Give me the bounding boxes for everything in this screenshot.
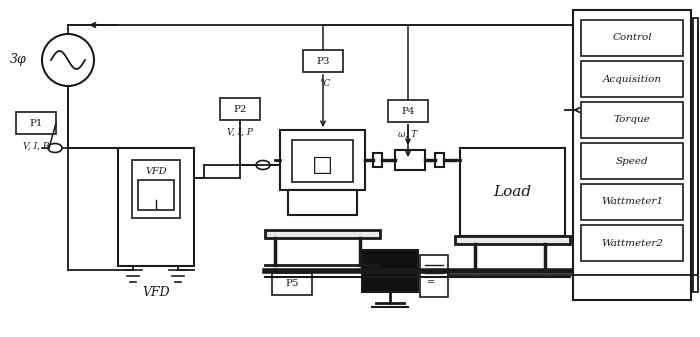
Bar: [362, 250, 418, 292]
Bar: [292, 140, 353, 182]
Bar: [280, 130, 365, 190]
Text: Acquisition: Acquisition: [603, 74, 662, 84]
Bar: [581, 61, 683, 97]
Text: Wattmeter1: Wattmeter1: [601, 197, 663, 207]
Bar: [581, 20, 683, 56]
Bar: [581, 225, 683, 261]
Text: Control: Control: [612, 33, 652, 42]
Text: P2: P2: [233, 104, 246, 114]
Text: P3: P3: [316, 57, 330, 65]
Text: Torque: Torque: [614, 116, 650, 124]
Bar: [118, 148, 194, 266]
Text: Wattmeter2: Wattmeter2: [601, 239, 663, 247]
Bar: [693, 20, 697, 290]
Bar: [220, 98, 260, 120]
Bar: [138, 180, 174, 210]
Bar: [373, 153, 382, 167]
Text: V, I, P: V, I, P: [23, 142, 49, 151]
Bar: [288, 190, 357, 215]
Bar: [573, 10, 691, 300]
Text: P4: P4: [401, 106, 414, 116]
Bar: [272, 273, 312, 295]
Bar: [362, 250, 418, 292]
Bar: [303, 50, 343, 72]
Text: VFD: VFD: [145, 167, 167, 177]
Text: 3φ: 3φ: [10, 54, 27, 66]
Bar: [420, 255, 448, 297]
Text: V, I, P: V, I, P: [227, 127, 253, 136]
Text: Speed: Speed: [616, 156, 648, 165]
Text: VFD: VFD: [142, 286, 170, 300]
Bar: [581, 143, 683, 179]
Bar: [581, 102, 683, 138]
Text: P5: P5: [286, 279, 299, 288]
Bar: [132, 160, 180, 218]
Bar: [693, 18, 698, 292]
Text: □: □: [312, 154, 333, 176]
Text: P1: P1: [29, 119, 43, 127]
Text: Load: Load: [494, 185, 531, 199]
Bar: [455, 236, 570, 244]
Text: °C: °C: [319, 80, 330, 89]
Bar: [581, 184, 683, 220]
Bar: [388, 100, 428, 122]
Text: =: =: [427, 278, 435, 287]
Bar: [435, 153, 444, 167]
Bar: [460, 148, 565, 236]
Text: ω, T: ω, T: [398, 129, 418, 139]
Bar: [395, 150, 425, 170]
Bar: [16, 112, 56, 134]
Bar: [265, 230, 380, 238]
